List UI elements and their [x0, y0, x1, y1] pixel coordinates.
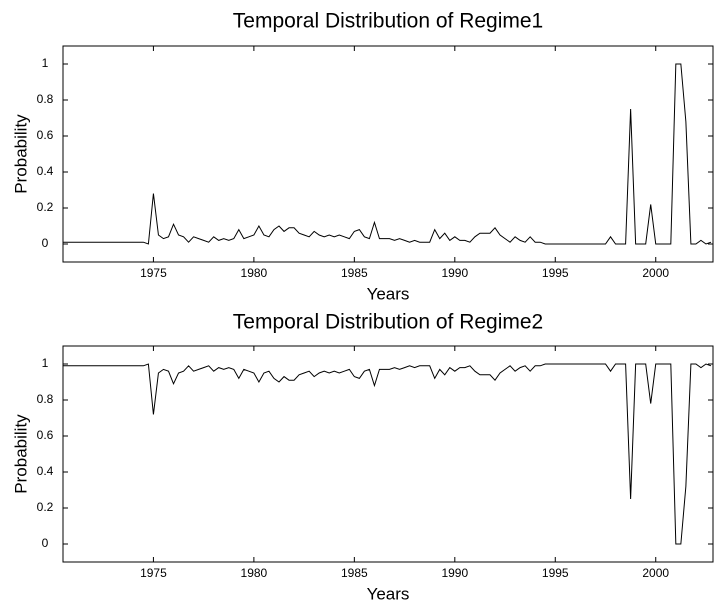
x-tick-label: 1980: [241, 266, 268, 280]
y-tick-label: 0.2: [37, 500, 54, 514]
y-axis-label: Probability: [11, 114, 30, 194]
x-tick-label: 1985: [341, 566, 368, 580]
chart-title: Temporal Distribution of Regime2: [233, 311, 543, 334]
x-tick-label: 1975: [140, 266, 167, 280]
x-axis-label: Years: [367, 584, 410, 602]
x-tick-label: 1980: [241, 566, 268, 580]
y-tick-label: 0: [42, 536, 49, 550]
chart: Temporal Distribution of Regime2 Years Pro…: [11, 311, 714, 602]
x-tick-label: 2000: [642, 566, 669, 580]
plot-frame: [62, 345, 714, 563]
x-tick-label: 1975: [140, 566, 167, 580]
y-tick-label: 0.4: [37, 464, 54, 478]
line: [63, 63, 712, 245]
y-tick-label: 0.6: [37, 428, 54, 442]
y-tick-label: 1: [42, 56, 49, 70]
plot-frame: [62, 45, 714, 263]
x-tick-label: 1990: [441, 266, 468, 280]
chart-title: Temporal Distribution of Regime1: [233, 10, 543, 33]
line: [63, 363, 712, 545]
x-axis-label: Years: [367, 284, 410, 303]
y-tick-label: 0.8: [37, 92, 54, 106]
y-tick-label: 0.6: [37, 128, 54, 142]
x-tick-label: 1985: [341, 266, 368, 280]
y-axis-label: Probability: [11, 414, 30, 494]
y-tick-label: 0.2: [37, 200, 54, 214]
x-tick-label: 1995: [542, 266, 569, 280]
x-tick-label: 1990: [441, 566, 468, 580]
x-tick-label: 2000: [642, 266, 669, 280]
x-tick-label: 1995: [542, 566, 569, 580]
y-tick-label: 0: [42, 236, 49, 250]
y-tick-label: 1: [42, 356, 49, 370]
y-tick-label: 0.4: [37, 164, 54, 178]
chart: Temporal Distribution of Regime1 Years Pro…: [11, 10, 714, 303]
y-tick-label: 0.8: [37, 392, 54, 406]
